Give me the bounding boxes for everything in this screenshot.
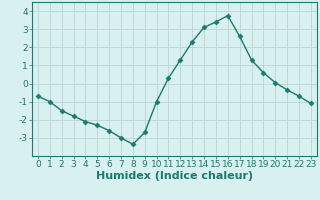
X-axis label: Humidex (Indice chaleur): Humidex (Indice chaleur) [96, 171, 253, 181]
